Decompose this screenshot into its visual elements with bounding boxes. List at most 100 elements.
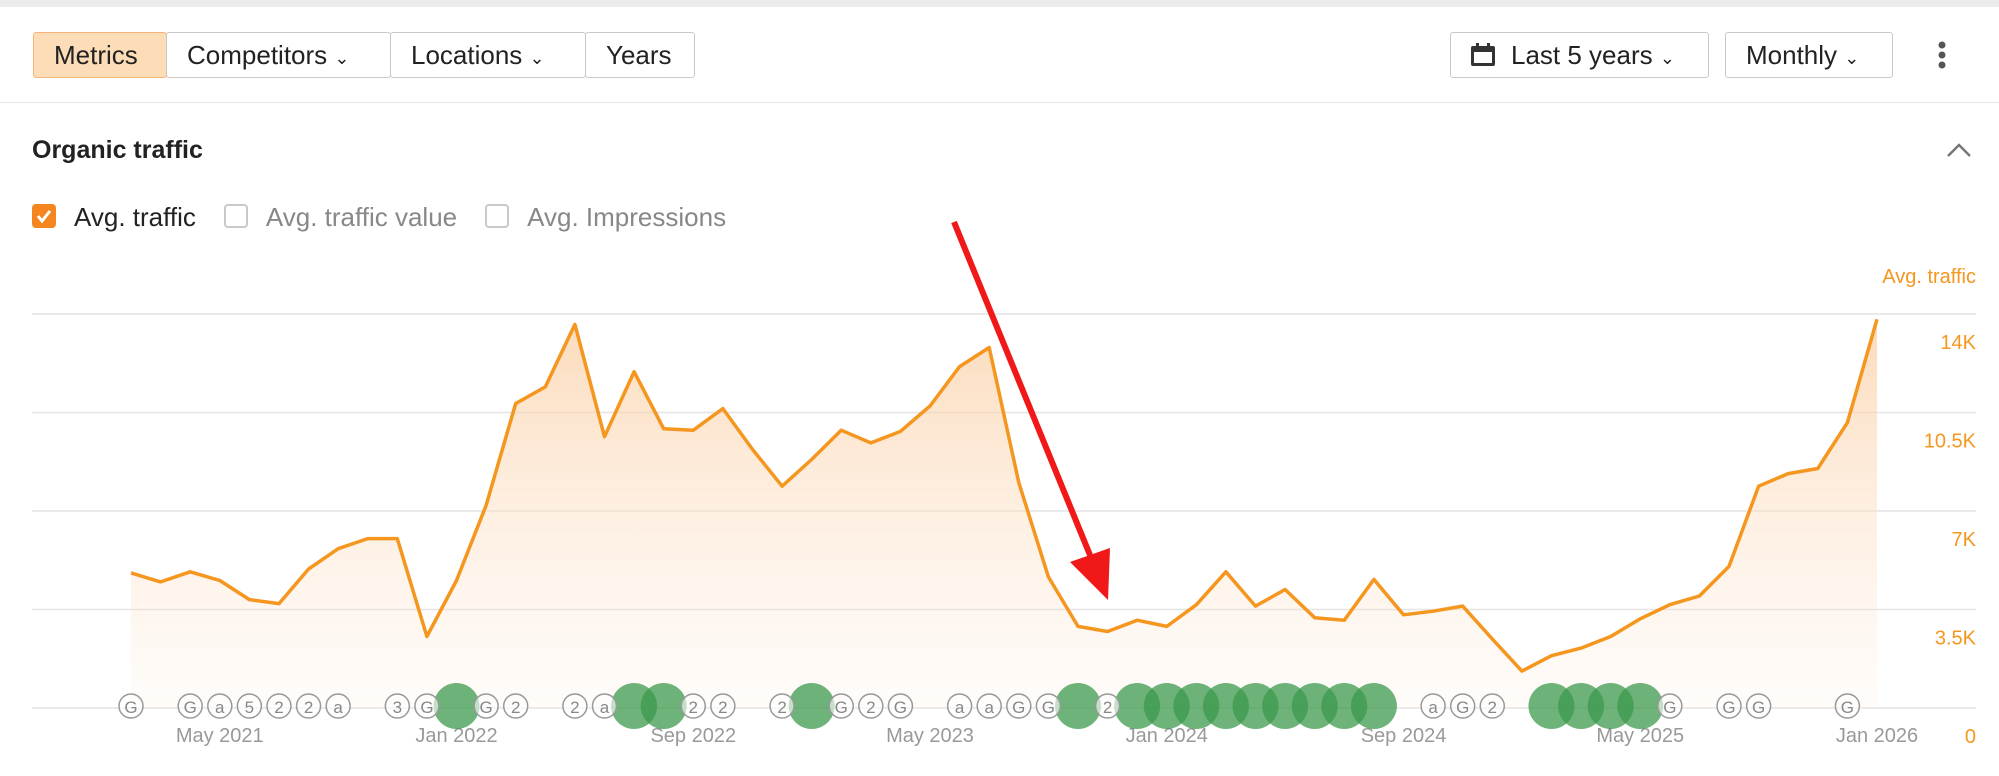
major-event xyxy=(640,683,687,729)
event-marker xyxy=(1035,693,1062,719)
checkbox[interactable] xyxy=(485,204,510,228)
tab[interactable]: Metrics xyxy=(33,32,167,78)
event-label: G xyxy=(1456,698,1469,717)
event-label: G xyxy=(124,698,137,717)
section-title: Organic traffic xyxy=(32,136,203,164)
collapse-icon[interactable] xyxy=(1946,142,1972,158)
event-marker xyxy=(1006,693,1032,719)
event-marker xyxy=(325,693,351,719)
event-marker xyxy=(502,693,529,719)
event-marker xyxy=(1716,693,1742,719)
major-event xyxy=(1350,683,1397,729)
event-marker xyxy=(887,693,914,719)
major-event xyxy=(1054,683,1101,729)
event-marker xyxy=(414,693,440,719)
toggle-label[interactable]: Avg. traffic xyxy=(74,202,196,232)
x-tick-label: Sep 2024 xyxy=(1361,725,1447,747)
event-marker xyxy=(236,693,263,719)
event-marker xyxy=(295,693,322,719)
period-label: Last 5 years xyxy=(1511,40,1653,70)
event-marker xyxy=(1420,693,1446,719)
major-event xyxy=(788,683,835,729)
event-label: 2 xyxy=(570,698,579,717)
event-marker xyxy=(710,693,736,719)
event-marker xyxy=(118,693,144,719)
interval-select[interactable]: Monthly ⌄ xyxy=(1725,32,1893,78)
event-marker xyxy=(591,693,618,719)
event-marker xyxy=(976,693,1002,719)
x-tick-label: May 2025 xyxy=(1596,725,1684,747)
event-marker xyxy=(946,693,973,719)
event-marker xyxy=(1479,693,1506,719)
y-tick-label: 10.5K xyxy=(1924,431,1977,453)
toggle-label[interactable]: Avg. traffic value xyxy=(265,202,458,232)
event-label: 2 xyxy=(1488,698,1497,717)
event-marker xyxy=(266,693,292,719)
event-label: 2 xyxy=(511,698,520,717)
event-label: G xyxy=(1752,698,1765,717)
event-label: G xyxy=(480,698,493,717)
event-marker xyxy=(769,693,795,719)
event-marker xyxy=(1745,693,1772,719)
y-tick-label: 3.5K xyxy=(1935,628,1977,650)
event-label: 2 xyxy=(689,698,698,717)
event-marker xyxy=(562,693,588,719)
event-marker xyxy=(1657,693,1683,719)
event-marker xyxy=(1094,693,1121,719)
event-marker xyxy=(177,693,203,719)
toggle-label[interactable]: Avg. Impressions xyxy=(527,202,727,232)
calendar-icon xyxy=(1471,43,1495,66)
y-tick-label: 14K xyxy=(1940,332,1976,354)
x-tick-label: Jan 2026 xyxy=(1836,725,1918,747)
tab[interactable]: Years xyxy=(585,32,695,78)
event-marker xyxy=(384,693,411,719)
tab-label: Competitors xyxy=(187,40,328,70)
area-fill xyxy=(131,319,1877,708)
event-label: G xyxy=(835,698,848,717)
event-label: G xyxy=(1841,698,1854,717)
divider xyxy=(0,102,1999,103)
x-tick-label: Jan 2024 xyxy=(1126,725,1208,747)
more-menu[interactable] xyxy=(1932,40,1952,74)
major-event xyxy=(1617,683,1664,729)
event-label: a xyxy=(333,698,343,717)
event-label: G xyxy=(184,698,197,717)
y-tick-label: 7K xyxy=(1952,529,1977,551)
event-label: 2 xyxy=(866,698,875,717)
x-tick-label: May 2021 xyxy=(176,725,264,747)
event-marker xyxy=(858,693,884,719)
event-label: 2 xyxy=(274,698,283,717)
event-marker xyxy=(1449,693,1476,719)
x-tick-label: Jan 2022 xyxy=(415,725,497,747)
event-label: a xyxy=(600,698,610,717)
event-label: G xyxy=(420,698,433,717)
event-label: G xyxy=(1012,698,1025,717)
y-tick-label: 0 xyxy=(1965,726,1976,748)
event-label: 2 xyxy=(777,698,786,717)
event-label: 2 xyxy=(304,698,313,717)
event-label: 2 xyxy=(1103,698,1112,717)
event-label: G xyxy=(1663,698,1676,717)
event-label: 3 xyxy=(393,698,402,717)
tab-label: Locations xyxy=(411,40,523,70)
event-label: a xyxy=(1428,698,1438,717)
checkbox[interactable] xyxy=(223,204,248,228)
event-label: 5 xyxy=(245,698,254,717)
tab[interactable]: Locations ⌄ xyxy=(390,32,586,78)
event-marker xyxy=(680,693,707,719)
x-tick-label: May 2023 xyxy=(886,725,974,747)
checkbox[interactable] xyxy=(32,204,56,228)
event-marker xyxy=(828,693,854,719)
event-label: a xyxy=(955,698,965,717)
event-label: 2 xyxy=(718,698,727,717)
event-label: G xyxy=(1722,698,1735,717)
axis-title: Avg. traffic xyxy=(1882,266,1976,288)
event-marker xyxy=(473,693,499,719)
event-label: a xyxy=(215,698,225,717)
event-marker xyxy=(207,693,233,719)
interval-label: Monthly xyxy=(1746,40,1838,70)
event-marker xyxy=(1834,693,1861,719)
event-label: G xyxy=(1042,698,1055,717)
